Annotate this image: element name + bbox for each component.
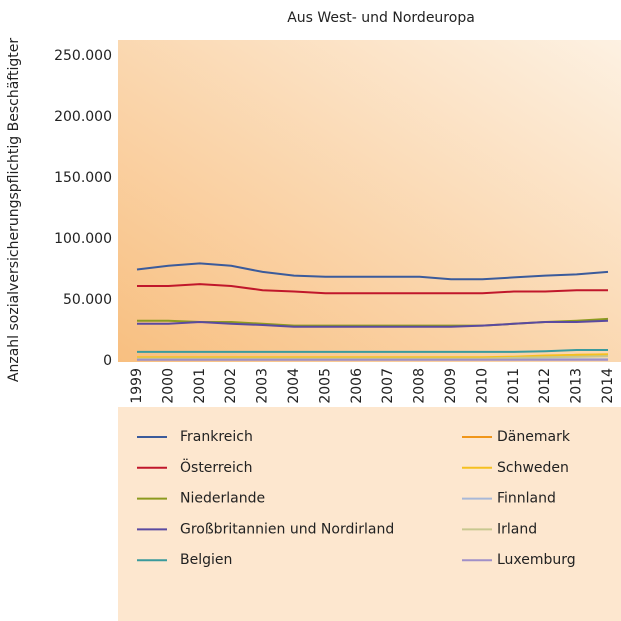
- x-tick-label: 2003: [255, 368, 271, 404]
- series-line: [137, 349, 608, 353]
- y-tick-label: 250.000: [54, 48, 112, 64]
- y-tick-label: 200.000: [54, 109, 112, 125]
- x-tick-label: 2007: [380, 368, 396, 404]
- x-tick-label: 1999: [129, 368, 145, 404]
- x-tick-label: 2000: [160, 368, 176, 404]
- chart-title: Aus West- und Nordeuropa: [287, 10, 475, 26]
- x-tick-label: 2001: [192, 368, 208, 404]
- x-tick-label: 2009: [443, 368, 459, 404]
- legend-label: Frankreich: [180, 429, 253, 445]
- y-axis-label: Anzahl sozialversicherungspflichtig Besc…: [6, 38, 22, 382]
- x-tick-label: 2008: [412, 368, 428, 404]
- legend-label: Dänemark: [497, 429, 571, 445]
- x-tick-label: 2004: [286, 368, 302, 404]
- x-tick-label: 2013: [569, 368, 585, 404]
- legend-label: Österreich: [180, 458, 252, 476]
- legend-label: Irland: [497, 521, 537, 537]
- x-tick-label: 2002: [223, 368, 239, 404]
- legend-label: Schweden: [497, 460, 569, 476]
- x-tick-label: 2006: [349, 368, 365, 404]
- x-tick-label: 2012: [537, 368, 553, 404]
- series-line: [137, 283, 608, 295]
- x-tick-label: 2010: [474, 368, 490, 404]
- x-tick-label: 2014: [600, 368, 616, 404]
- series-line: [137, 355, 609, 360]
- x-tick-label: 2005: [317, 368, 333, 404]
- series-line: [136, 262, 609, 281]
- y-tick-label: 0: [103, 353, 112, 369]
- legend-label: Niederlande: [180, 491, 265, 507]
- legend-label: Belgien: [180, 552, 232, 568]
- series-line: [137, 353, 609, 359]
- legend-background: [118, 407, 621, 621]
- y-tick-label: 50.000: [63, 292, 112, 308]
- y-tick-label: 100.000: [54, 231, 112, 247]
- plot-background: [118, 40, 621, 362]
- y-tick-label: 150.000: [54, 170, 112, 186]
- x-tick-label: 2011: [506, 368, 522, 404]
- legend-label: Luxemburg: [497, 552, 576, 568]
- series-line: [137, 319, 609, 328]
- legend-label: Großbritannien und Nordirland: [180, 521, 394, 537]
- legend-label: Finnland: [497, 491, 556, 507]
